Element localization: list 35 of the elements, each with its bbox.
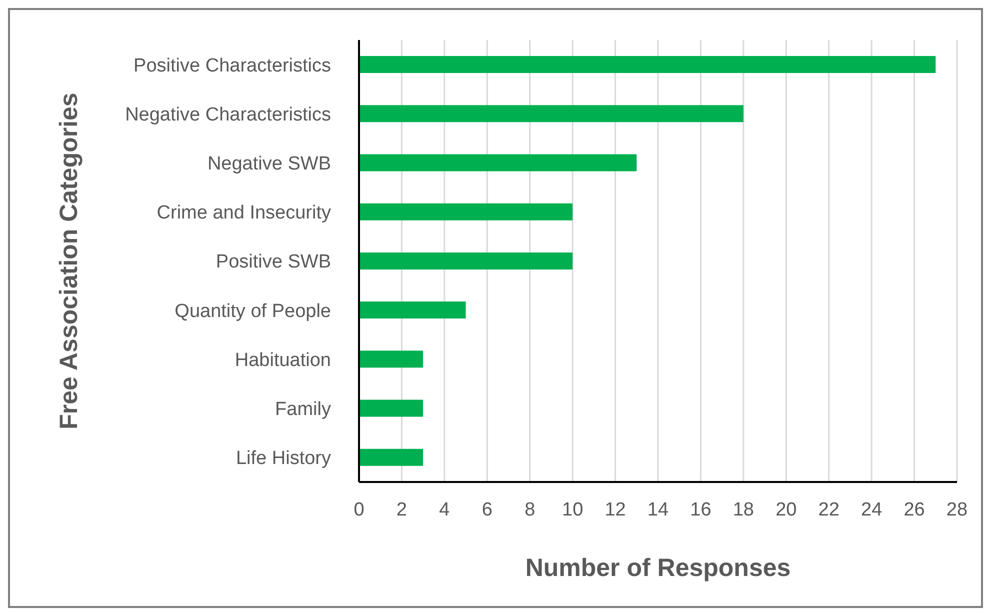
x-tick-label: 24 bbox=[861, 499, 883, 520]
x-tick-label: 14 bbox=[647, 499, 669, 520]
x-tick-label: 4 bbox=[439, 499, 450, 520]
x-axis-title: Number of Responses bbox=[525, 554, 791, 582]
y-tick-label: Negative SWB bbox=[207, 154, 331, 175]
x-tick-label: 12 bbox=[604, 499, 626, 520]
y-tick-label: Crime and Insecurity bbox=[156, 202, 332, 224]
y-tick-label: Life History bbox=[236, 448, 332, 470]
bar bbox=[359, 448, 424, 466]
bar bbox=[359, 105, 744, 122]
y-tick-label: Negative Characteristics bbox=[125, 104, 331, 126]
x-tick-label: 8 bbox=[524, 499, 536, 520]
bar bbox=[359, 154, 637, 172]
y-tick-label: Positive SWB bbox=[216, 252, 331, 273]
x-tick-label: 10 bbox=[562, 499, 584, 520]
bar bbox=[359, 350, 424, 368]
x-tick-label: 6 bbox=[482, 499, 492, 520]
x-tick-label: 20 bbox=[776, 499, 797, 520]
x-tick-label: 16 bbox=[690, 499, 712, 520]
x-tick-label: 28 bbox=[946, 499, 968, 520]
y-axis-title: Free Association Categories bbox=[54, 92, 83, 430]
y-tick-label: Habituation bbox=[234, 350, 331, 371]
bar bbox=[359, 400, 424, 417]
x-tick-label: 26 bbox=[904, 499, 925, 520]
x-tick-label: 18 bbox=[732, 499, 754, 520]
y-tick-label: Quantity of People bbox=[174, 300, 331, 322]
y-tick-label: Positive Characteristics bbox=[134, 55, 331, 76]
x-tick-label: 22 bbox=[818, 499, 840, 520]
x-tick-label: 0 bbox=[354, 499, 364, 520]
bar bbox=[359, 203, 573, 220]
bar bbox=[359, 302, 466, 319]
bar bbox=[359, 252, 573, 270]
bar bbox=[359, 56, 936, 73]
y-tick-label: Family bbox=[275, 399, 332, 420]
x-tick-label: 2 bbox=[396, 499, 408, 520]
